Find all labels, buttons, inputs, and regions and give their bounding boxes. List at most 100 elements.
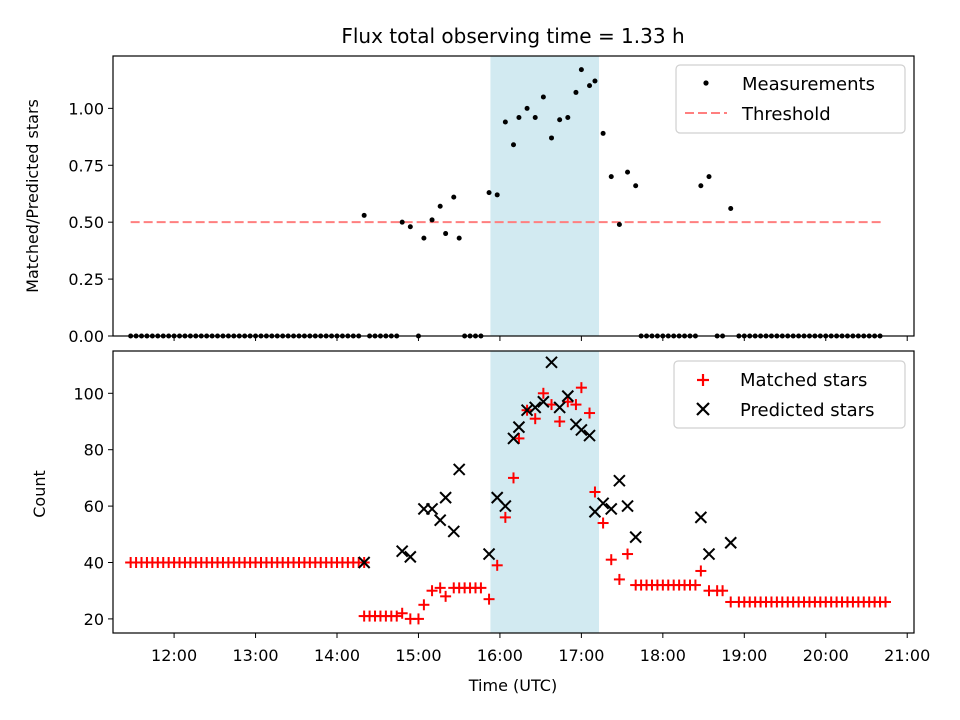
predicted-star-point <box>621 499 634 513</box>
bottom-axes-frame <box>112 350 915 634</box>
predicted-star-point <box>404 550 417 564</box>
predicted-star-point <box>507 432 520 445</box>
matched-star-point <box>546 399 558 411</box>
measurement-point <box>557 117 563 123</box>
x-tick-label: 16:00 <box>477 646 523 665</box>
matched-star-point <box>418 599 430 611</box>
measurement-point <box>524 105 530 111</box>
predicted-star-point <box>545 356 558 369</box>
measurement-point <box>361 212 367 218</box>
measurement-point <box>592 78 598 84</box>
matched-star-point <box>717 585 729 597</box>
predicted-star-point <box>583 429 596 442</box>
predicted-star-point <box>452 463 466 476</box>
top-legend-box <box>675 64 906 134</box>
measurement-point <box>486 190 492 196</box>
top-y-tick-label: 0.50 <box>68 213 104 232</box>
bottom-x-ticks: 12:00 13:00 14:00 15:00 16:00 17:00 18:00 19:00… <box>151 633 930 665</box>
predicted-star-point <box>629 530 642 544</box>
measurement-point <box>578 67 584 73</box>
bottom-legend-box <box>673 360 906 429</box>
matched-star-point <box>391 610 403 622</box>
measurement-point <box>565 114 571 120</box>
predicted-star-point <box>575 423 588 437</box>
matched-star-point <box>570 399 582 411</box>
matched-star-point <box>483 593 495 605</box>
legend-measurements-label: Measurements <box>742 74 875 95</box>
bottom-shaded-span <box>490 351 600 633</box>
top-axes: 0.00 0.25 0.50 0.75 1.00 Matched/Predicted s… <box>23 55 915 346</box>
x-tick-label: 14:00 <box>314 646 360 665</box>
predicted-star-point <box>520 404 534 417</box>
bottom-y-tick-label: 100 <box>73 384 104 403</box>
measurement-point <box>608 174 614 180</box>
bottom-y-ticks: 20 40 60 80 100 <box>73 384 113 629</box>
matched-star-point <box>695 565 707 577</box>
x-tick-label: 15:00 <box>395 646 441 665</box>
matched-star-point <box>537 387 549 399</box>
measurement-point <box>443 231 449 237</box>
matched-star-point <box>613 573 625 585</box>
predicted-star-point <box>561 389 575 403</box>
measurement-point <box>698 183 704 189</box>
matched-star-point <box>412 613 424 625</box>
top-y-tick-label: 0.75 <box>68 156 104 175</box>
measurement-point <box>516 114 522 120</box>
measurement-point <box>587 83 593 89</box>
legend-predicted-label: Predicted stars <box>740 400 874 421</box>
matched-star-point <box>689 579 701 591</box>
bottom-axes: 12:00 13:00 14:00 15:00 16:00 17:00 18:00 19:00… <box>30 350 930 695</box>
measurement-point <box>421 235 427 241</box>
matched-star-point <box>396 607 408 619</box>
count-points <box>125 356 891 625</box>
measurement-point <box>616 221 622 227</box>
predicted-star-point <box>499 499 512 513</box>
top-y-ticks: 0.00 0.25 0.50 0.75 1.00 <box>68 99 113 346</box>
x-tick-label: 13:00 <box>232 646 278 665</box>
predicted-star-point <box>605 502 618 516</box>
x-tick-label: 17:00 <box>558 646 604 665</box>
matched-star-point <box>584 407 596 419</box>
measurement-point <box>502 119 508 125</box>
x-axis-label: Time (UTC) <box>468 676 557 695</box>
predicted-star-point <box>613 474 626 487</box>
predicted-star-point <box>702 547 716 561</box>
predicted-star-point <box>447 525 460 538</box>
x-tick-label: 20:00 <box>803 646 849 665</box>
x-tick-label: 18:00 <box>640 646 686 665</box>
measurement-point <box>429 217 435 223</box>
predicted-star-point <box>439 491 452 504</box>
matched-star-point <box>434 582 446 594</box>
bottom-y-tick-label: 80 <box>84 441 104 460</box>
predicted-star-point <box>395 545 409 558</box>
matched-star-point <box>597 517 609 529</box>
measurement-point <box>399 219 405 225</box>
matched-star-point <box>440 590 452 602</box>
measurement-point <box>532 114 538 120</box>
measurement-point <box>633 183 639 189</box>
predicted-star-point <box>357 556 371 569</box>
predicted-star-point <box>512 420 526 434</box>
measurement-point <box>728 206 734 212</box>
matched-star-point <box>529 413 541 425</box>
matched-star-point <box>554 416 566 427</box>
top-x-ticks <box>173 336 908 341</box>
measurement-points <box>128 67 883 339</box>
measurement-point <box>451 194 457 200</box>
predicted-star-point <box>425 502 439 516</box>
matched-star-point <box>589 486 601 498</box>
predicted-star-point <box>537 395 550 408</box>
top-y-tick-label: 0.00 <box>68 327 104 346</box>
top-y-axis-label: Matched/Predicted stars <box>23 99 42 293</box>
bottom-y-tick-label: 20 <box>84 610 104 629</box>
x-tick-label: 19:00 <box>721 646 767 665</box>
predicted-star-point <box>529 401 542 414</box>
matched-star-point <box>622 548 634 560</box>
matched-star-point <box>475 582 487 594</box>
top-shaded-span <box>490 56 600 336</box>
legend-measurements-marker <box>703 80 709 86</box>
measurement-point <box>494 192 500 198</box>
top-legend: Measurements Threshold <box>675 64 906 134</box>
measurement-point <box>573 89 579 95</box>
